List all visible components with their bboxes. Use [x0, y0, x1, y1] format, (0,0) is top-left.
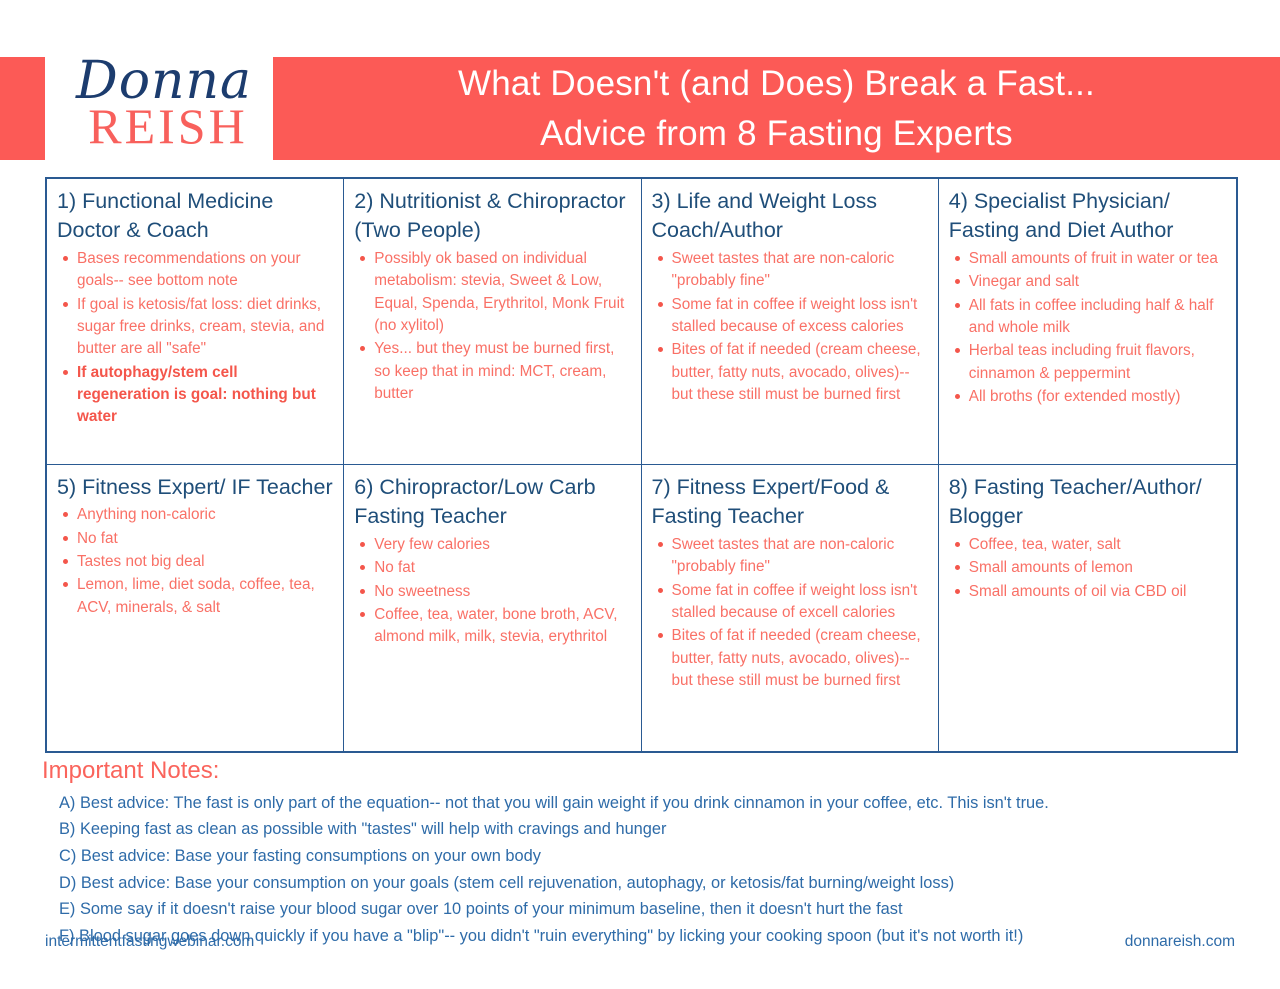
footer-link-right[interactable]: donnareish.com — [1124, 933, 1235, 950]
bullet-item: Tastes not big deal — [57, 551, 333, 573]
header-title-band: What Doesn't (and Does) Break a Fast... … — [273, 57, 1280, 160]
bullet-item: Coffee, tea, water, salt — [949, 534, 1226, 556]
bullet-item: Small amounts of lemon — [949, 557, 1226, 579]
bullet-item: All fats in coffee including half & half… — [949, 295, 1226, 340]
expert-cell-5: 5) Fitness Expert/ IF Teacher Anything no… — [47, 465, 345, 751]
expert-cell-title: 3) Life and Weight Loss Coach/Author — [651, 189, 878, 243]
bullet-item: Anything non-caloric — [57, 504, 333, 526]
important-note-line: C) Best advice: Base your fasting consum… — [59, 846, 541, 865]
expert-cell-4: 4) Specialist Physician/ Fasting and Die… — [938, 179, 1236, 465]
bullet-item: No fat — [354, 557, 630, 579]
expert-cell-2: 2) Nutritionist & Chiropractor (Two Peop… — [344, 179, 642, 465]
expert-cell-bullet-list: Anything non-caloric No fat Tastes not big… — [57, 504, 333, 619]
important-note-line: B) Keeping fast as clean as possible wit… — [59, 820, 667, 839]
expert-cell-bullet-list: Small amounts of fruit in water or tea Vi… — [949, 248, 1226, 408]
expert-cell-title: 8) Fasting Teacher/Author/ Blogger — [948, 475, 1202, 529]
bullet-item: Small amounts of fruit in water or tea — [949, 248, 1226, 270]
expert-cell-title: 6) Chiropractor/Low Carb Fasting Teacher — [354, 475, 596, 529]
important-note-line: D) Best advice: Base your consumption on… — [59, 873, 955, 892]
page-title-line-2: Advice from 8 Fasting Experts — [540, 113, 1013, 153]
expert-cell-title: 1) Functional Medicine Doctor & Coach — [57, 189, 274, 243]
bullet-item: Sweet tastes that are non-caloric "proba… — [652, 534, 928, 579]
expert-cell-title: 7) Fitness Expert/Food & Fasting Teacher — [651, 475, 890, 529]
bullet-item: Some fat in coffee if weight loss isn't … — [652, 580, 928, 625]
bullet-item: All broths (for extended mostly) — [949, 386, 1226, 408]
logo-script-text: Donna — [76, 51, 252, 111]
expert-cell-bullet-list: Very few calories No fat No sweetness Coffe… — [354, 534, 630, 649]
expert-cell-1: 1) Functional Medicine Doctor & Coach Bas… — [47, 179, 345, 465]
bullet-item: Some fat in coffee if weight loss isn't … — [652, 294, 928, 339]
bullet-item: If autophagy/stem cell regeneration is g… — [57, 362, 333, 429]
bullet-item: Yes... but they must be burned first, so… — [354, 338, 630, 405]
header-accent-block — [0, 57, 45, 160]
bullet-item: Very few calories — [354, 534, 630, 556]
bullet-item: No fat — [57, 528, 333, 550]
expert-cell-7: 7) Fitness Expert/Food & Fasting Teacher… — [642, 465, 939, 751]
bullet-item: Bites of fat if needed (cream cheese, bu… — [652, 339, 928, 406]
footer: intermittentfastingwebinar.com donnareis… — [45, 933, 1235, 951]
experts-table: 1) Functional Medicine Doctor & Coach Bas… — [45, 177, 1238, 753]
page-title-line-1: What Doesn't (and Does) Break a Fast... — [458, 63, 1095, 103]
expert-cell-bullet-list: Bases recommendations on your goals-- se… — [57, 248, 333, 429]
expert-cell-6: 6) Chiropractor/Low Carb Fasting Teacher… — [344, 465, 642, 751]
bullet-item: Bites of fat if needed (cream cheese, bu… — [652, 625, 928, 692]
important-note-line: E) Some say if it doesn't raise your blo… — [59, 900, 903, 919]
footer-link-left[interactable]: intermittentfastingwebinar.com — [45, 933, 255, 950]
brand-logo: Donna REISH — [45, 51, 273, 160]
bullet-item: Vinegar and salt — [949, 271, 1226, 293]
expert-cell-title: 2) Nutritionist & Chiropractor (Two Peop… — [354, 189, 626, 243]
important-notes-heading: Important Notes: — [42, 757, 220, 784]
important-note-line: A) Best advice: The fast is only part of… — [59, 793, 1049, 812]
bullet-item: If goal is ketosis/fat loss: diet drinks… — [57, 294, 333, 361]
expert-cell-bullet-list: Coffee, tea, water, salt Small amounts of… — [949, 534, 1226, 603]
expert-cell-bullet-list: Possibly ok based on individual metaboli… — [354, 248, 630, 405]
expert-cell-title: 5) Fitness Expert/ IF Teacher — [57, 475, 333, 499]
expert-cell-bullet-list: Sweet tastes that are non-caloric "proba… — [652, 534, 928, 692]
expert-cell-8: 8) Fasting Teacher/Author/ Blogger Coffee… — [939, 465, 1236, 751]
logo-serif-text: REISH — [88, 98, 248, 154]
bullet-item: Coffee, tea, water, bone broth, ACV, alm… — [354, 604, 630, 649]
bullet-item: Lemon, lime, diet soda, coffee, tea, ACV… — [57, 574, 333, 619]
expert-cell-bullet-list: Sweet tastes that are non-caloric "proba… — [652, 248, 928, 406]
expert-cell-title: 4) Specialist Physician/ Fasting and Die… — [948, 189, 1174, 243]
bullet-item: Possibly ok based on individual metaboli… — [354, 248, 630, 337]
bullet-item: Small amounts of oil via CBD oil — [949, 581, 1226, 603]
expert-cell-3: 3) Life and Weight Loss Coach/Author Swee… — [641, 179, 939, 465]
important-notes-list: A) Best advice: The fast is only part of… — [40, 790, 1240, 949]
header: Donna REISH What Doesn't (and Does) Brea… — [0, 51, 1280, 160]
important-notes-section: Important Notes: A) Best advice: The fas… — [40, 757, 1240, 949]
bullet-item: No sweetness — [354, 581, 630, 603]
bullet-item: Herbal teas including fruit flavors, cin… — [949, 340, 1226, 385]
important-note-line: F) Blood sugar goes down quickly if you … — [59, 926, 1024, 945]
bullet-item: Sweet tastes that are non-caloric "proba… — [652, 248, 928, 293]
bullet-item: Bases recommendations on your goals-- se… — [57, 248, 333, 293]
